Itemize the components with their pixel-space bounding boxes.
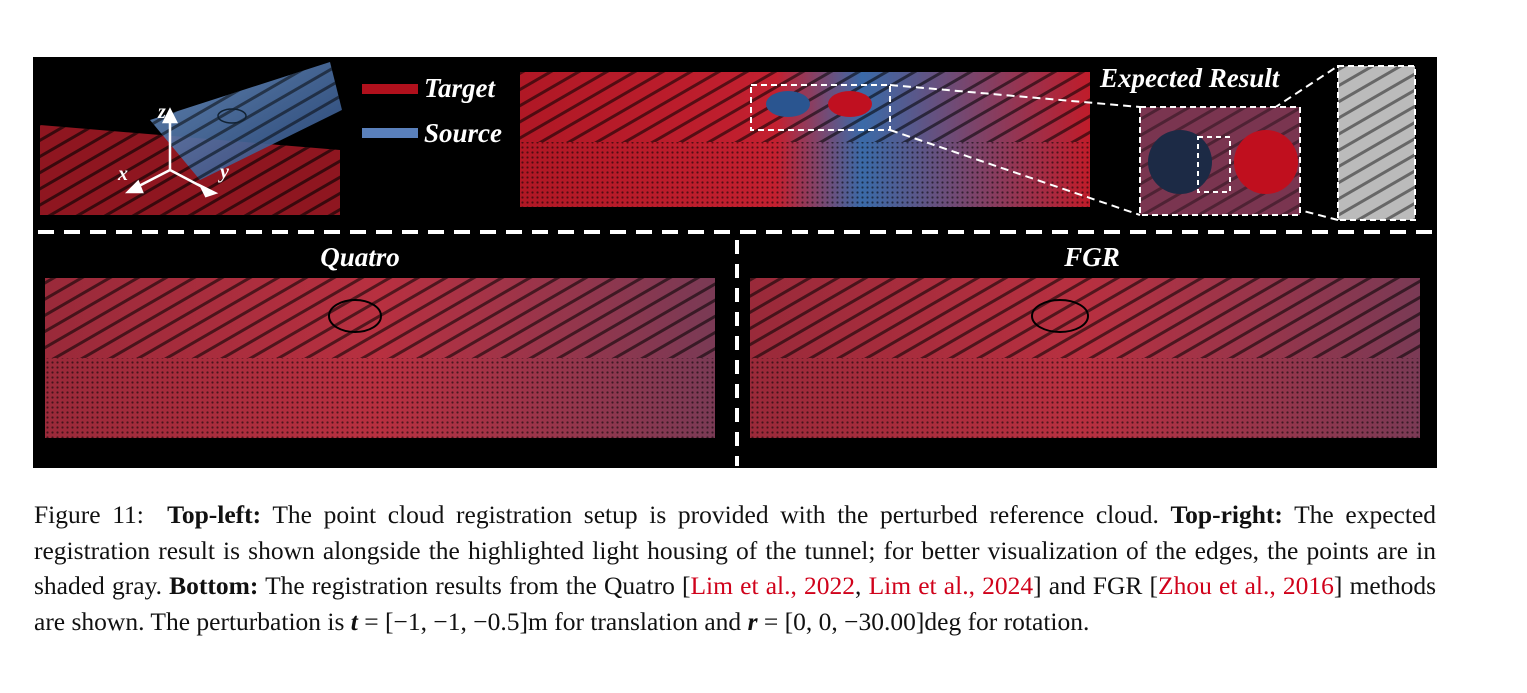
figure-label: Figure 11:	[34, 500, 144, 529]
panel-title: Quatro	[320, 242, 400, 272]
light-housing	[1234, 130, 1298, 194]
highlight-box	[1197, 136, 1231, 193]
axes-gizmo	[124, 107, 219, 198]
caption-text: ] and FGR [	[1033, 571, 1159, 601]
inset-frame	[1337, 65, 1416, 221]
caption-heading: Top-left:	[167, 500, 262, 529]
caption: Figure 11: Top-left: The point cloud reg…	[34, 497, 1436, 639]
caption-text: The registration results from the Quatro…	[258, 571, 691, 601]
caption-text: = [0, 0, −30.00]deg for rotation.	[757, 606, 1090, 636]
light-housing	[828, 91, 872, 117]
citation[interactable]: Zhou et al., 2016	[1158, 571, 1334, 601]
caption-text: The point cloud registration setup is pr…	[261, 500, 1171, 529]
legend-label: Target	[424, 73, 497, 103]
legend-label: Source	[424, 118, 502, 148]
cloud-texture	[520, 142, 1090, 207]
highlight-box	[750, 84, 891, 131]
citation[interactable]: Lim et al., 2022	[690, 571, 856, 601]
caption-heading: Bottom:	[169, 571, 259, 601]
axis-label: x	[117, 163, 128, 185]
caption-text: ,	[855, 571, 869, 601]
math-symbol: r	[747, 606, 758, 636]
citation[interactable]: Lim et al., 2024	[868, 571, 1034, 601]
expected-label: Expected Result	[1099, 63, 1281, 93]
caption-text: ] methods are shown. The perturbation is	[34, 571, 1436, 636]
caption-heading: Top-right:	[1170, 500, 1283, 529]
legend-swatch	[362, 128, 418, 138]
light-housing	[766, 91, 810, 117]
cloud-texture	[150, 62, 342, 180]
caption-text: The expected registration result is show…	[34, 500, 1437, 601]
caption-text: = [−1, −1, −0.5]m for translation and	[357, 606, 748, 636]
axis-label: z	[157, 101, 166, 123]
math-symbol: t	[350, 606, 358, 636]
axis-label: y	[218, 161, 229, 183]
cloud-texture	[1338, 66, 1415, 220]
panel-title: FGR	[1063, 242, 1120, 272]
legend-swatch	[362, 84, 418, 94]
inset-frame	[1139, 106, 1301, 216]
fgr-cloud	[750, 278, 1420, 438]
quatro-cloud	[45, 278, 715, 438]
light-housing	[1148, 130, 1212, 194]
light-housing	[217, 108, 247, 124]
figure: z x y Target Source Expected Result Quat…	[33, 57, 1437, 468]
